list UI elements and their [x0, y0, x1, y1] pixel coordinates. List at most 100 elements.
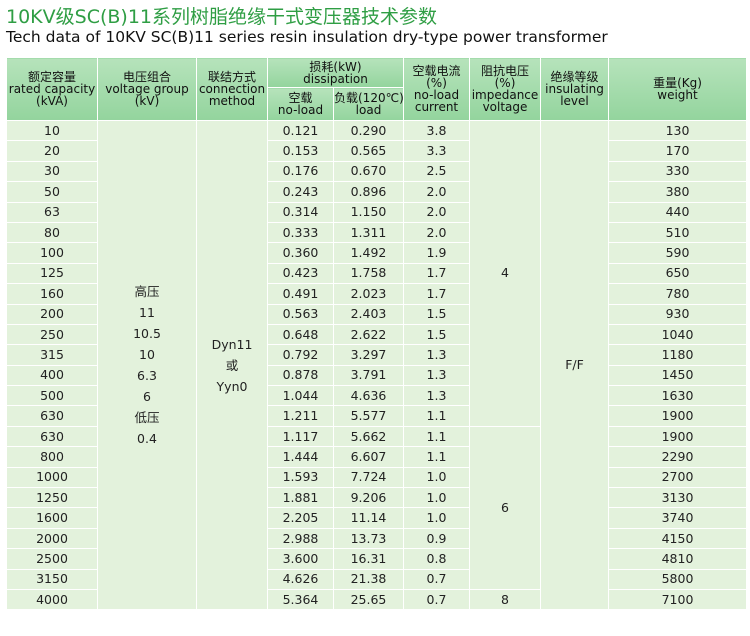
cell-text: 1900 [661, 408, 694, 424]
cell-line: 空载 [288, 91, 313, 105]
capacity-cell: 1600 [6, 507, 98, 529]
cell-text: 1.211 [282, 408, 319, 424]
cell-text: 0.8 [426, 550, 447, 566]
no-load-cell: 0.491 [267, 283, 334, 305]
table-row: 4000 5.364 25.65 0.7 8 7100 [6, 588, 747, 611]
cell-line: 高压 [134, 284, 160, 300]
cell-text: 0.153 [282, 143, 319, 159]
cell-text: 1.150 [350, 204, 387, 220]
load-cell: 11.14 [333, 507, 404, 529]
no-load-cell: 5.364 [267, 588, 334, 611]
header-cell: 联结方式 connection method [196, 57, 268, 121]
cell-text: 0.423 [282, 265, 319, 281]
cell-text: 25.65 [350, 591, 387, 607]
title: 10KV级SC(B)11系列树脂绝缘干式变压器技术参数 [6, 6, 437, 28]
cell-text: 1.1 [426, 428, 447, 444]
cell-text: 11.14 [350, 510, 387, 526]
cell-text: 9.206 [350, 489, 387, 505]
table-row: 10 高压 11 10.5 10 6.3 6 低压 0.4 Dyn11 或 Yyn0 0.121 0.29… [6, 119, 747, 611]
impedance-cell: 4 [469, 120, 541, 427]
cell-text: 2500 [36, 550, 68, 566]
cell-text: 3.3 [426, 143, 447, 159]
current-cell: 1.3 [403, 385, 470, 407]
cell-line: (kVA) [36, 94, 68, 108]
header-cell: 空载电流 (%) no-load current [403, 57, 470, 121]
cell-text: 13.73 [350, 530, 387, 546]
cell-line: (%) [494, 76, 516, 90]
cell-text: 5.577 [350, 408, 387, 424]
cell-text: 2700 [661, 469, 694, 485]
cell-text: 20 [44, 143, 60, 159]
capacity-cell: 2000 [6, 527, 98, 550]
cell-text: 3.297 [350, 346, 387, 362]
cell-text: 315 [40, 346, 64, 362]
cell-line: 损耗(kW) [309, 59, 362, 74]
table-row: 20 0.153 0.565 3.3 170 [6, 140, 747, 162]
capacity-cell: 100 [6, 242, 98, 264]
no-load-cell: 0.423 [267, 262, 334, 285]
cell-text: 5800 [661, 571, 694, 587]
current-cell: 1.3 [403, 364, 470, 387]
current-cell: 1.5 [403, 323, 470, 346]
cell-text: 1600 [36, 510, 68, 526]
cell-text: 2.988 [282, 530, 319, 546]
cell-line: 阻抗电压 [480, 64, 529, 78]
capacity-cell: 80 [6, 221, 98, 244]
cell-text: 4810 [661, 550, 694, 566]
load-cell: 5.577 [333, 405, 404, 427]
cell-text: 2.023 [350, 285, 387, 301]
cell-text: 3150 [36, 571, 68, 587]
cell-text: 440 [665, 204, 690, 220]
cell-text: 3.600 [282, 550, 319, 566]
capacity-cell: 63 [6, 201, 98, 223]
weight-cell: 440 [608, 201, 747, 223]
cell-line: no-load [413, 88, 460, 102]
cell-line: impedance [471, 88, 539, 102]
cell-text: 0.896 [350, 183, 387, 199]
cell-line: (%) [426, 76, 447, 90]
cell-text: 5.662 [350, 428, 387, 444]
cell-text: 0.565 [350, 143, 387, 159]
weight-cell: 1900 [608, 425, 747, 448]
cell-text: 6.607 [350, 448, 387, 464]
load-cell: 2.622 [333, 323, 404, 346]
cell-line: rated capacity [8, 82, 96, 96]
table-row: 800 1.444 6.607 1.1 2290 [6, 446, 747, 468]
load-cell: 1.492 [333, 242, 404, 264]
cell-text: 0.314 [282, 204, 319, 220]
load-cell: 21.38 [333, 568, 404, 590]
cell-text: 630 [40, 428, 64, 444]
weight-cell: 510 [608, 221, 747, 244]
table-row: 500 1.044 4.636 1.3 1630 [6, 385, 747, 407]
weight-cell: 590 [608, 242, 747, 264]
load-cell: 0.670 [333, 160, 404, 183]
current-cell: 1.1 [403, 405, 470, 427]
cell-text: 1000 [36, 469, 68, 485]
cell-text: 380 [665, 183, 690, 199]
cell-text: 1.5 [426, 306, 447, 322]
cell-text: 1.881 [282, 489, 319, 505]
insulating-cell: F/F [540, 119, 609, 611]
no-load-cell: 1.444 [267, 446, 334, 468]
current-cell: 0.9 [403, 527, 470, 550]
cell-line: 负载(120℃) [334, 91, 404, 105]
cell-line: 6.3 [137, 368, 157, 384]
cell-text: 330 [665, 163, 690, 179]
header-cell: 空载 no-load [267, 87, 334, 121]
capacity-cell: 400 [6, 364, 98, 387]
cell-text: 0.878 [282, 367, 319, 383]
cell-text: 1630 [661, 387, 694, 403]
current-cell: 2.5 [403, 160, 470, 183]
cell-text: 1.7 [426, 265, 447, 281]
weight-cell: 1630 [608, 385, 747, 407]
cell-text: 0.648 [282, 326, 319, 342]
no-load-cell: 4.626 [267, 568, 334, 590]
cell-line: dissipation [303, 71, 368, 86]
table-row: 200 0.563 2.403 1.5 930 [6, 303, 747, 325]
cell-text: 1.5 [426, 326, 447, 342]
cell-text: 0.176 [282, 163, 319, 179]
capacity-cell: 4000 [6, 588, 98, 611]
capacity-cell: 10 [6, 119, 98, 142]
cell-text: 1180 [661, 346, 694, 362]
